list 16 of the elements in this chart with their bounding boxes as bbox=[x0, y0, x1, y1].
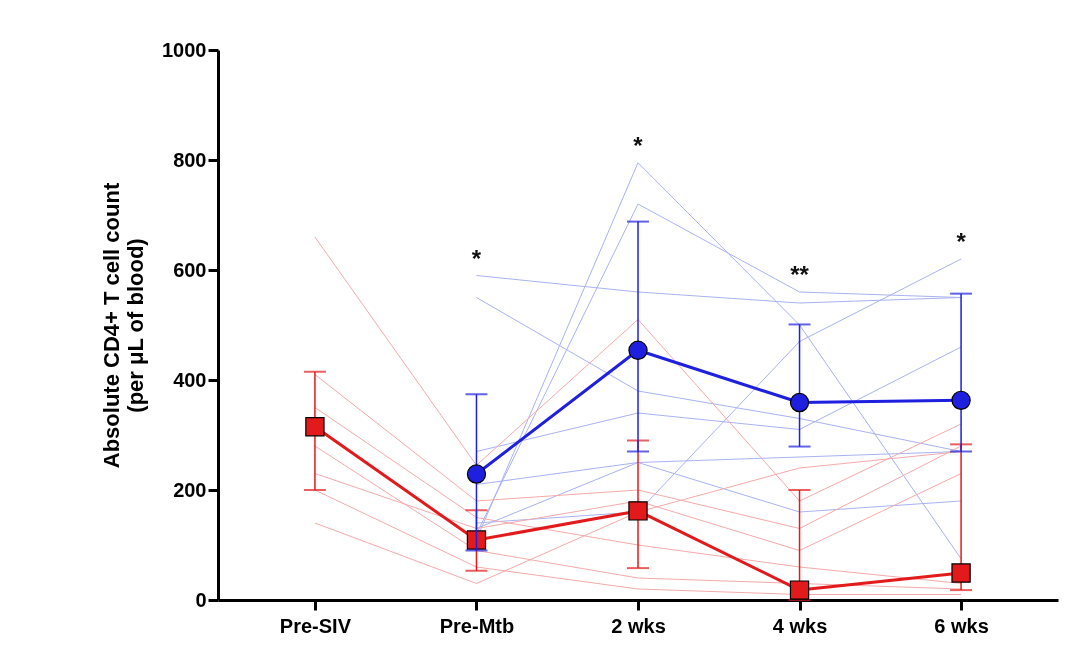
x-tick-label: Pre-Mtb bbox=[439, 614, 515, 637]
y-tick-label: 1000 bbox=[162, 38, 207, 61]
annotation: * bbox=[956, 228, 967, 255]
x-tick-label: Pre-SIV bbox=[279, 614, 352, 637]
y-tick-label: 800 bbox=[173, 148, 207, 171]
y-tick-label: 200 bbox=[173, 478, 207, 501]
x-tick-label: 2 wks bbox=[611, 614, 666, 637]
y-tick-label: 600 bbox=[173, 258, 207, 281]
y-tick-label: 0 bbox=[195, 588, 207, 611]
y-axis-title: Absolute CD4+ T cell count (per μL of blood) bbox=[99, 182, 149, 469]
annotation: * bbox=[633, 131, 644, 159]
annotation: ** bbox=[790, 261, 810, 288]
x-tick-label: 6 wks bbox=[934, 614, 989, 637]
y-tick-label: 400 bbox=[173, 368, 207, 391]
annotation: * bbox=[471, 244, 482, 272]
x-tick-label: 4 wks bbox=[772, 614, 828, 637]
